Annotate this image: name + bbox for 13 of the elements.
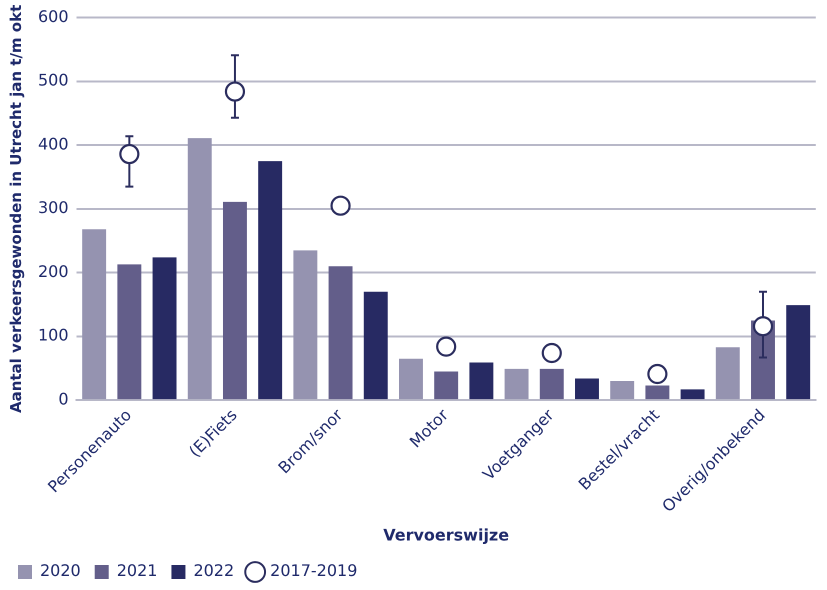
y-tick-label: 200 bbox=[38, 262, 69, 281]
y-tick-label: 0 bbox=[58, 389, 69, 408]
x-axis-title: Vervoerswijze bbox=[383, 526, 510, 545]
legend-label: 2021 bbox=[116, 561, 158, 580]
y-tick-label: 100 bbox=[38, 326, 69, 345]
y-tick-label: 500 bbox=[38, 70, 69, 90]
legend-label: 2017-2019 bbox=[270, 561, 358, 580]
y-tick-label: 400 bbox=[38, 134, 69, 154]
y-tick-label: 600 bbox=[38, 6, 69, 26]
legend-label: 2020 bbox=[40, 561, 81, 580]
y-axis-title: Aantal verkeersgewonden in Utrecht jan t/m okt bbox=[6, 4, 25, 414]
y-tick-label: 300 bbox=[38, 198, 69, 218]
legend-label: 2022 bbox=[193, 561, 234, 580]
